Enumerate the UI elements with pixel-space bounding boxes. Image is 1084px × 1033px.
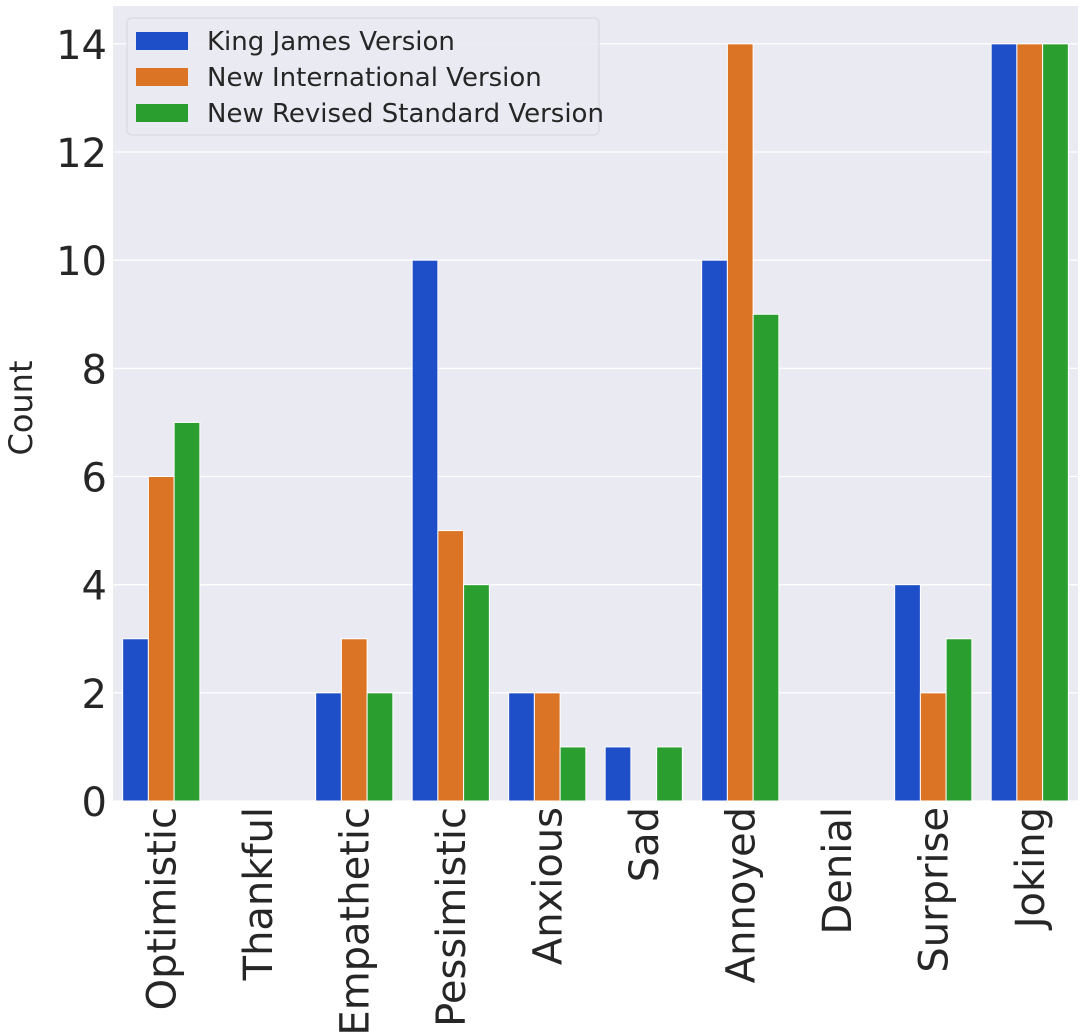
x-tick-label: Sad bbox=[622, 807, 668, 882]
y-tick-label: 10 bbox=[56, 239, 107, 285]
legend-frame bbox=[126, 17, 600, 136]
bar-king-james-version-sad bbox=[604, 746, 632, 802]
legend-label: King James Version bbox=[207, 27, 455, 57]
bars bbox=[122, 43, 1069, 802]
bar-new-international-version-optimistic bbox=[147, 476, 175, 802]
bar-new-revised-standard-version-pessimistic bbox=[463, 584, 490, 802]
bar-new-international-version-joking bbox=[1016, 43, 1044, 802]
bar-new-international-version-surprise bbox=[919, 692, 947, 802]
legend-swatch bbox=[136, 32, 188, 50]
y-tick-label: 14 bbox=[56, 23, 107, 69]
bar-new-revised-standard-version-annoyed bbox=[752, 313, 780, 802]
bar-king-james-version-surprise bbox=[894, 584, 921, 802]
y-tick-label: 4 bbox=[82, 564, 107, 610]
bar-new-revised-standard-version-optimistic bbox=[173, 421, 201, 802]
legend-swatch bbox=[136, 104, 188, 122]
legend-label: New Revised Standard Version bbox=[207, 99, 604, 129]
x-tick-label: Thankful bbox=[236, 807, 282, 981]
x-tick-label: Pessimistic bbox=[429, 807, 475, 1027]
bar-new-revised-standard-version-surprise bbox=[945, 638, 973, 802]
bar-new-revised-standard-version-anxious bbox=[559, 746, 587, 802]
legend-swatch bbox=[136, 68, 188, 86]
legend-label: New International Version bbox=[207, 63, 542, 93]
legend: King James Version New International Vers… bbox=[126, 17, 604, 136]
y-tick-label: 0 bbox=[82, 780, 107, 826]
x-axis-ticks: Optimistic Thankful Empathetic Pessimistic A… bbox=[139, 807, 1054, 1033]
x-tick-label: Surprise bbox=[911, 807, 957, 973]
bar-new-international-version-annoyed bbox=[726, 43, 754, 802]
bar-king-james-version-empathetic bbox=[315, 692, 342, 802]
bar-king-james-version-annoyed bbox=[701, 259, 728, 802]
y-tick-label: 12 bbox=[56, 131, 107, 177]
bar-king-james-version-optimistic bbox=[122, 638, 149, 802]
bar-new-revised-standard-version-empathetic bbox=[366, 692, 394, 802]
x-tick-label: Optimistic bbox=[139, 807, 185, 1010]
x-tick-label: Joking bbox=[1008, 807, 1054, 931]
y-tick-label: 8 bbox=[82, 347, 107, 393]
x-tick-label: Denial bbox=[815, 807, 861, 935]
x-tick-label: Empathetic bbox=[332, 807, 378, 1033]
bar-new-international-version-anxious bbox=[533, 692, 561, 802]
y-axis-label: Count bbox=[2, 360, 40, 455]
bar-king-james-version-anxious bbox=[508, 692, 535, 802]
bar-new-revised-standard-version-sad bbox=[656, 746, 683, 802]
bar-king-james-version-pessimistic bbox=[411, 259, 439, 802]
bar-king-james-version-joking bbox=[990, 43, 1018, 802]
y-tick-label: 2 bbox=[82, 672, 107, 718]
bar-new-revised-standard-version-joking bbox=[1042, 43, 1069, 802]
x-tick-label: Anxious bbox=[525, 807, 571, 965]
x-tick-label: Annoyed bbox=[718, 807, 764, 983]
bar-new-international-version-empathetic bbox=[340, 638, 368, 802]
y-tick-label: 6 bbox=[82, 456, 107, 502]
bar-new-international-version-pessimistic bbox=[437, 530, 465, 802]
y-axis-ticks: 0 2 4 6 8 10 12 14 bbox=[56, 23, 107, 826]
